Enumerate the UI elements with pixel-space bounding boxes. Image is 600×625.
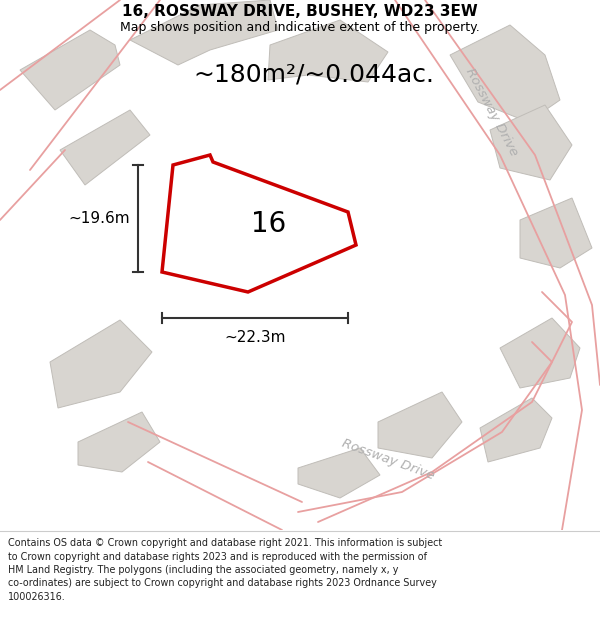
Text: 100026316.: 100026316. [8,592,66,602]
Text: HM Land Registry. The polygons (including the associated geometry, namely x, y: HM Land Registry. The polygons (includin… [8,565,398,575]
Polygon shape [78,412,160,472]
Polygon shape [268,20,388,82]
Polygon shape [60,110,150,185]
Text: to Crown copyright and database rights 2023 and is reproduced with the permissio: to Crown copyright and database rights 2… [8,551,427,561]
Polygon shape [520,198,592,268]
Polygon shape [378,392,462,458]
Text: Map shows position and indicative extent of the property.: Map shows position and indicative extent… [120,21,480,34]
Polygon shape [500,318,580,388]
Polygon shape [298,448,380,498]
Polygon shape [480,398,552,462]
Text: 16: 16 [251,211,286,238]
Polygon shape [162,155,356,292]
Text: Rossway Drive: Rossway Drive [340,438,436,483]
Polygon shape [20,30,120,110]
Text: ~22.3m: ~22.3m [224,330,286,345]
Text: Contains OS data © Crown copyright and database right 2021. This information is : Contains OS data © Crown copyright and d… [8,538,442,548]
Text: ~180m²/~0.044ac.: ~180m²/~0.044ac. [193,63,434,87]
Polygon shape [490,105,572,180]
Polygon shape [50,320,152,408]
Text: Rossway Drive: Rossway Drive [463,66,521,158]
Text: ~19.6m: ~19.6m [68,211,130,226]
Polygon shape [450,25,560,122]
Text: 16, ROSSWAY DRIVE, BUSHEY, WD23 3EW: 16, ROSSWAY DRIVE, BUSHEY, WD23 3EW [122,4,478,19]
Polygon shape [130,0,278,65]
Text: co-ordinates) are subject to Crown copyright and database rights 2023 Ordnance S: co-ordinates) are subject to Crown copyr… [8,579,437,589]
